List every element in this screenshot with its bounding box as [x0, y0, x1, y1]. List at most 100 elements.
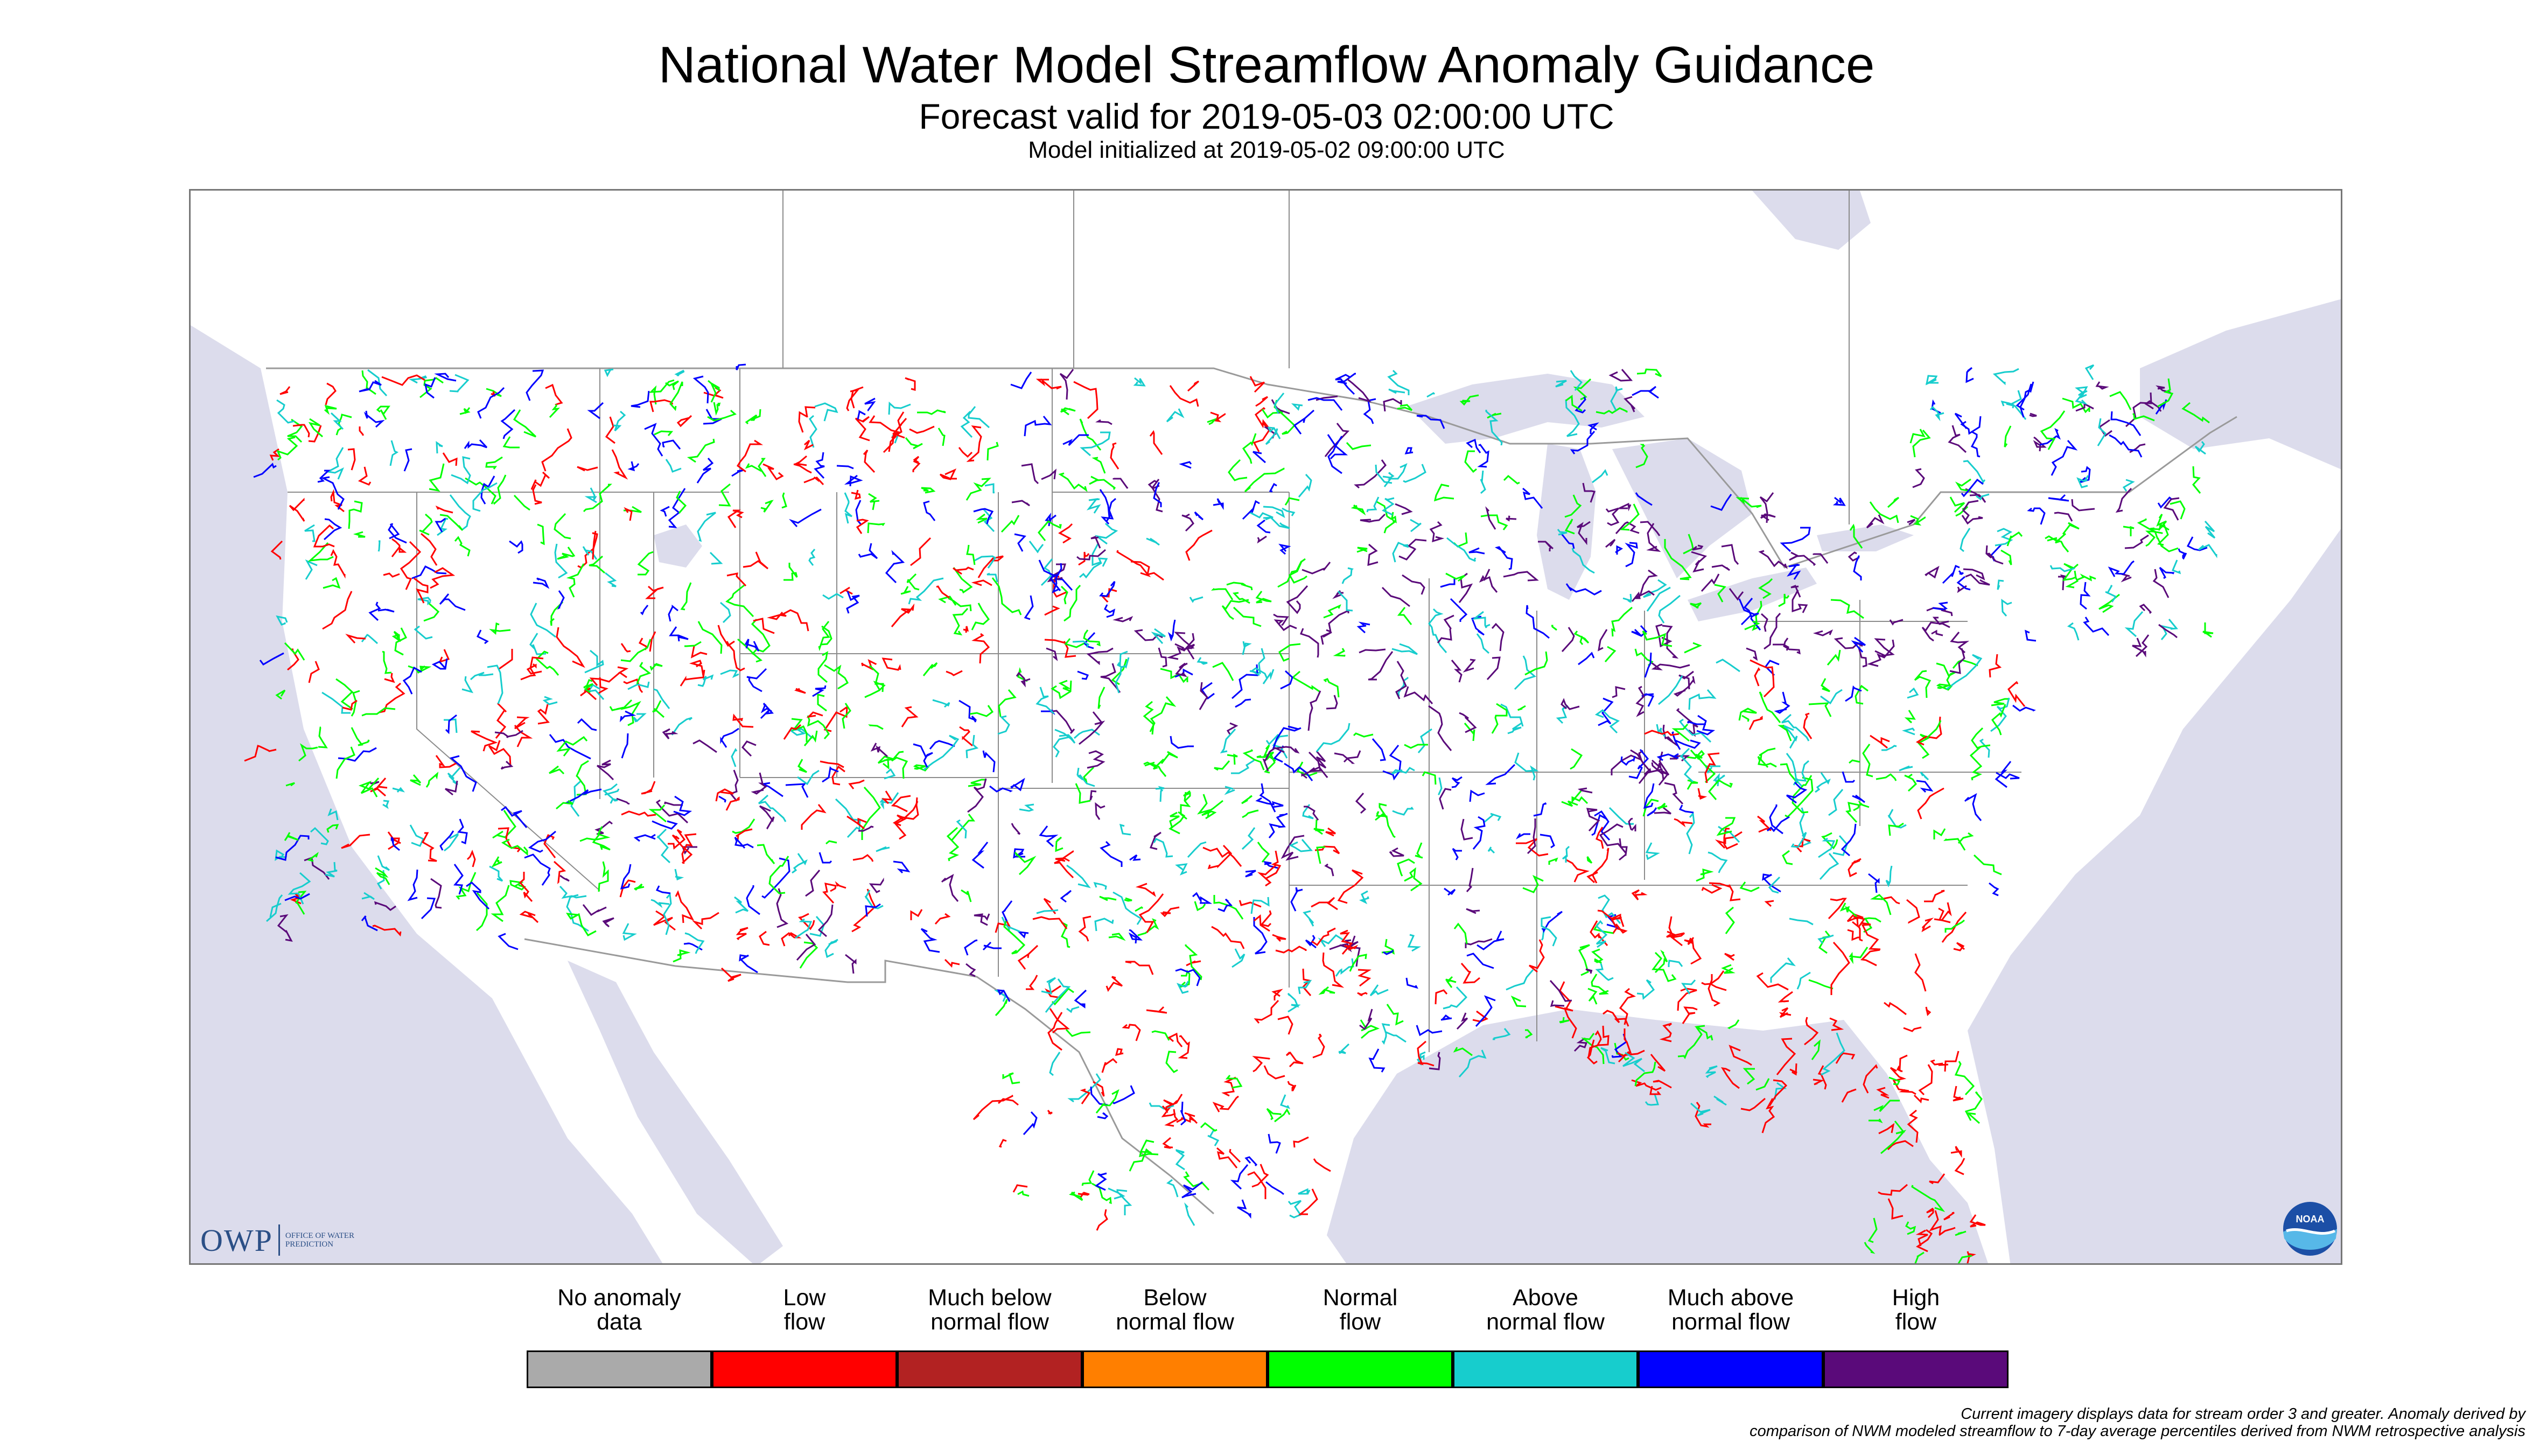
- stream-segment: [1403, 464, 1426, 483]
- stream-segment: [2194, 441, 2206, 455]
- stream-segment: [1357, 992, 1368, 997]
- stream-segment: [1032, 916, 1068, 929]
- stream-segment: [1060, 890, 1072, 903]
- stream-segment: [1622, 1052, 1645, 1073]
- stream-segment: [662, 439, 681, 450]
- stream-segment: [857, 410, 866, 420]
- stream-segment: [1166, 1179, 1179, 1198]
- stream-segment: [1507, 722, 1523, 734]
- stream-segment: [597, 759, 614, 781]
- stream-segment: [2095, 381, 2109, 390]
- stream-segment: [901, 706, 919, 727]
- stream-segment: [1548, 857, 1558, 865]
- stream-segment: [327, 808, 339, 821]
- stream-segment: [1115, 1048, 1124, 1056]
- stream-segment: [1687, 937, 1702, 965]
- stream-segment: [758, 794, 787, 822]
- stream-segment: [1678, 804, 1694, 814]
- stream-segment: [1491, 703, 1508, 734]
- stream-segment: [1863, 1064, 1878, 1094]
- stream-segment: [1014, 851, 1037, 876]
- stream-segment: [1743, 1068, 1755, 1085]
- stream-segment: [330, 489, 345, 513]
- stream-segment: [1943, 838, 1966, 851]
- stream-segment: [1969, 1214, 1986, 1228]
- stream-segment: [905, 437, 923, 450]
- stream-segment: [1525, 1029, 1533, 1039]
- stream-segment: [1091, 457, 1106, 474]
- stream-segment: [1635, 492, 1653, 506]
- stream-segment: [736, 828, 753, 841]
- stream-segment: [1516, 838, 1549, 857]
- stream-segment: [1950, 1146, 1962, 1158]
- stream-segment: [1561, 533, 1575, 549]
- stream-segment: [1116, 650, 1128, 669]
- stream-segment: [1274, 393, 1285, 414]
- stream-segment: [419, 513, 433, 536]
- stream-segment: [1645, 842, 1660, 860]
- stream-segment: [1759, 747, 1776, 760]
- stream-segment: [1739, 881, 1760, 892]
- stream-segment: [1654, 949, 1668, 974]
- stream-segment: [1955, 1230, 1967, 1236]
- stream-segment: [318, 726, 328, 748]
- stream-segment: [1603, 1010, 1629, 1027]
- stream-segment: [1683, 534, 1694, 555]
- stream-segment: [1149, 696, 1177, 732]
- lake-erie: [1688, 568, 1817, 621]
- stream-segment: [1045, 978, 1071, 1013]
- stream-segment: [1325, 827, 1336, 837]
- stream-segment: [814, 402, 838, 422]
- stream-segment: [1542, 911, 1563, 933]
- stream-segment: [461, 676, 474, 694]
- stream-segment: [1100, 841, 1123, 867]
- stream-segment: [734, 836, 754, 849]
- stream-segment: [1185, 643, 1195, 660]
- stream-segment: [1010, 372, 1032, 389]
- stream-segment: [820, 760, 844, 768]
- stream-segment: [1024, 416, 1052, 437]
- stream-segment: [900, 586, 911, 595]
- stream-segment: [865, 903, 881, 917]
- stream-segment: [1453, 922, 1468, 944]
- stream-segment: [1561, 698, 1580, 710]
- stream-segment: [1060, 585, 1068, 605]
- stream-segment: [1284, 497, 1300, 506]
- stream-segment: [1570, 748, 1583, 770]
- stream-segment: [1010, 778, 1025, 792]
- stream-segment: [2007, 681, 2026, 707]
- stream-segment: [1485, 764, 1516, 785]
- stream-segment: [1202, 846, 1242, 867]
- stream-segment: [1811, 1039, 1821, 1060]
- stream-segment: [1235, 698, 1251, 708]
- stream-segment: [1610, 916, 1622, 928]
- stream-segment: [1233, 606, 1262, 627]
- stream-segment: [1787, 563, 1801, 580]
- stream-segment: [2124, 611, 2144, 638]
- stream-segment: [1479, 569, 1498, 593]
- stream-segment: [353, 531, 366, 538]
- stream-segment: [1472, 1010, 1489, 1023]
- stream-segment: [689, 660, 704, 676]
- stream-segment: [324, 404, 337, 415]
- map-canvas: [191, 191, 2341, 1263]
- stream-segment: [868, 493, 880, 510]
- stream-segment: [1874, 638, 1895, 657]
- stream-segment: [520, 656, 544, 681]
- stream-segment: [304, 524, 316, 542]
- stream-segment: [513, 494, 530, 511]
- gulf-of-st-lawrence: [2140, 299, 2341, 470]
- stream-segment: [1077, 1192, 1090, 1198]
- stream-segment: [1287, 992, 1301, 1013]
- stream-segment: [1249, 376, 1265, 393]
- stream-segment: [1108, 933, 1126, 941]
- stream-segment: [655, 885, 671, 894]
- stream-segment: [1376, 501, 1397, 524]
- stream-segment: [1906, 899, 1920, 924]
- footnote-line-2: comparison of NWM modeled streamflow to …: [1750, 1423, 2525, 1440]
- stream-segment: [1327, 434, 1348, 460]
- stream-segment: [1298, 473, 1312, 498]
- stream-segment: [1748, 716, 1763, 730]
- stream-segment: [1858, 647, 1867, 668]
- stream-segment: [1207, 844, 1233, 870]
